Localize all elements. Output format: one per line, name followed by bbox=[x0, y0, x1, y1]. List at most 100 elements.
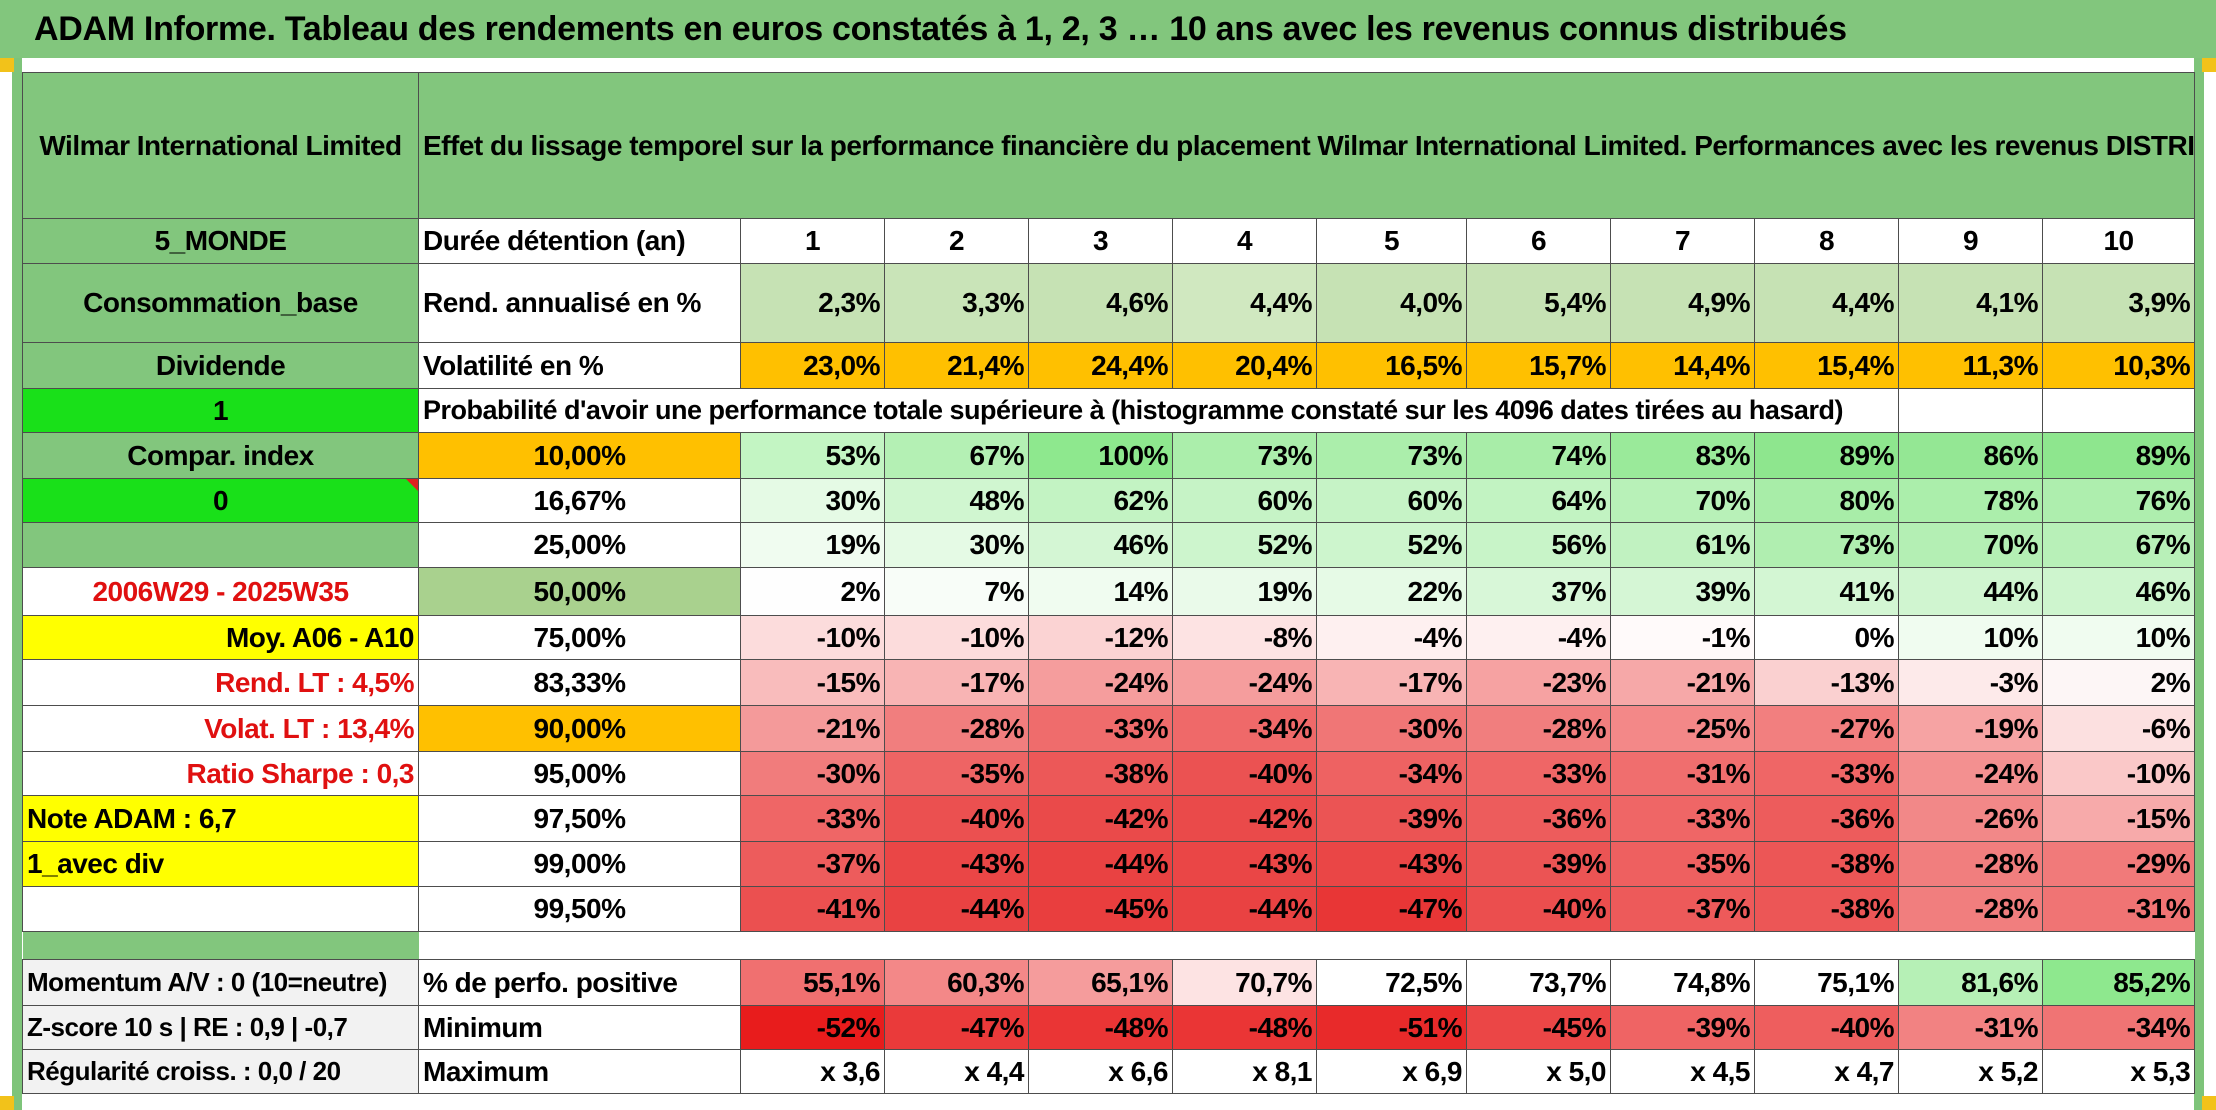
positive-share-cell: 81,6% bbox=[1898, 959, 2043, 1006]
maximum-cell: x 4,7 bbox=[1754, 1049, 1899, 1094]
row-label: Rend. annualisé en % bbox=[418, 263, 741, 343]
probability-cell: -4% bbox=[1316, 615, 1467, 660]
table-title: Effet du lissage temporel sur la perform… bbox=[417, 72, 2196, 219]
probability-cell: 30% bbox=[884, 522, 1029, 568]
probability-cell: -36% bbox=[1754, 795, 1899, 842]
annualized-return-cell: 4,9% bbox=[1610, 263, 1755, 343]
year-header: 8 bbox=[1754, 218, 1899, 264]
probability-cell: -17% bbox=[1316, 659, 1467, 706]
positive-share-cell: 60,3% bbox=[884, 959, 1029, 1006]
probability-cell: -40% bbox=[884, 795, 1029, 842]
maximum-cell: x 8,1 bbox=[1172, 1049, 1317, 1094]
spacer-cell bbox=[418, 931, 2195, 960]
probability-cell: 44% bbox=[1898, 567, 2043, 616]
summary-side-label: Momentum A/V : 0 (10=neutre) bbox=[22, 959, 419, 1006]
quantile-threshold: 50,00% bbox=[418, 567, 741, 616]
corner-marker bbox=[0, 58, 14, 72]
probability-cell: 2% bbox=[2041, 659, 2196, 706]
row-label: % de perfo. positive bbox=[418, 959, 741, 1006]
volatility-cell: 24,4% bbox=[1028, 342, 1173, 389]
probability-cell: -3% bbox=[1898, 659, 2043, 706]
probability-cell: 76% bbox=[2041, 478, 2196, 523]
empty-cell bbox=[1898, 388, 2043, 433]
quantile-side-label: Ratio Sharpe : 0,3 bbox=[22, 751, 419, 796]
probability-cell: 46% bbox=[2041, 567, 2196, 616]
maximum-cell: x 4,4 bbox=[884, 1049, 1029, 1094]
probability-cell: -36% bbox=[1466, 795, 1611, 842]
probability-cell: 74% bbox=[1466, 432, 1611, 479]
row-label: Maximum bbox=[418, 1049, 741, 1094]
probability-cell: -40% bbox=[1466, 886, 1611, 932]
probability-cell: -44% bbox=[1172, 886, 1317, 932]
year-header: 5 bbox=[1316, 218, 1467, 264]
annualized-return-cell: 4,6% bbox=[1028, 263, 1173, 343]
minimum-cell: -40% bbox=[1754, 1005, 1899, 1050]
probability-cell: -25% bbox=[1610, 705, 1755, 752]
probability-cell: 64% bbox=[1466, 478, 1611, 523]
volatility-cell: 14,4% bbox=[1610, 342, 1755, 389]
probability-cell: -28% bbox=[1466, 705, 1611, 752]
label-category: Consommation_base bbox=[22, 263, 419, 343]
probability-cell: -41% bbox=[740, 886, 885, 932]
volatility-cell: 23,0% bbox=[740, 342, 885, 389]
positive-share-cell: 72,5% bbox=[1316, 959, 1467, 1006]
report-banner: ADAM Informe. Tableau des rendements en … bbox=[0, 0, 2216, 58]
returns-table: Wilmar International Limited Effet du li… bbox=[22, 72, 2196, 1094]
quantile-threshold: 99,00% bbox=[418, 841, 741, 887]
probability-cell: -21% bbox=[1610, 659, 1755, 706]
annualized-return-cell: 4,4% bbox=[1172, 263, 1317, 343]
year-header: 6 bbox=[1466, 218, 1611, 264]
probability-cell: -44% bbox=[884, 886, 1029, 932]
quantile-side-label: 0 bbox=[22, 478, 419, 523]
positive-share-cell: 55,1% bbox=[740, 959, 885, 1006]
minimum-cell: -45% bbox=[1466, 1005, 1611, 1050]
volatility-cell: 21,4% bbox=[884, 342, 1029, 389]
year-header: 7 bbox=[1610, 218, 1755, 264]
row-label: Volatilité en % bbox=[418, 342, 741, 389]
probability-cell: -30% bbox=[1316, 705, 1467, 752]
probability-cell: -33% bbox=[1610, 795, 1755, 842]
minimum-cell: -51% bbox=[1316, 1005, 1467, 1050]
holding-period-row: 5_MONDE Durée détention (an) 1 2 3 4 5 6 7 8 9 10 bbox=[22, 218, 2196, 264]
probability-cell: -40% bbox=[1172, 751, 1317, 796]
probability-cell: -37% bbox=[740, 841, 885, 887]
quantile-threshold: 10,00% bbox=[418, 432, 741, 479]
maximum-cell: x 5,3 bbox=[2041, 1049, 2196, 1094]
volatility-cell: 20,4% bbox=[1172, 342, 1317, 389]
empty-cell bbox=[2041, 388, 2196, 433]
volatility-cell: 11,3% bbox=[1898, 342, 2043, 389]
probability-cell: 56% bbox=[1466, 522, 1611, 568]
quantile-row: Rend. LT : 4,5% 83,33% -15% -17% -24% -24% -17… bbox=[22, 659, 2196, 706]
annualized-return-cell: 4,0% bbox=[1316, 263, 1467, 343]
probability-cell: -27% bbox=[1754, 705, 1899, 752]
summary-side-label: Z-score 10 s | RE : 0,9 | -0,7 bbox=[22, 1005, 419, 1050]
probability-cell: -4% bbox=[1466, 615, 1611, 660]
probability-cell: 10% bbox=[1898, 615, 2043, 660]
probability-cell: 78% bbox=[1898, 478, 2043, 523]
quantile-row: Volat. LT : 13,4% 90,00% -21% -28% -33% -34% -… bbox=[22, 705, 2196, 752]
instrument-name: Wilmar International Limited bbox=[22, 72, 419, 219]
probability-cell: 60% bbox=[1316, 478, 1467, 523]
probability-cell: -43% bbox=[884, 841, 1029, 887]
minimum-cell: -48% bbox=[1172, 1005, 1317, 1050]
volatility-row: Dividende Volatilité en % 23,0% 21,4% 24,4% 2… bbox=[22, 342, 2196, 389]
maximum-cell: x 3,6 bbox=[740, 1049, 885, 1094]
summary-row: Z-score 10 s | RE : 0,9 | -0,7 Minimum -52… bbox=[22, 1005, 2196, 1050]
probability-cell: 67% bbox=[884, 432, 1029, 479]
positive-share-cell: 70,7% bbox=[1172, 959, 1317, 1006]
quantile-side-label: Rend. LT : 4,5% bbox=[22, 659, 419, 706]
maximum-cell: x 4,5 bbox=[1610, 1049, 1755, 1094]
probability-cell: -38% bbox=[1754, 841, 1899, 887]
probability-cell: -17% bbox=[884, 659, 1029, 706]
label-zone: 5_MONDE bbox=[22, 218, 419, 264]
summary-row: Momentum A/V : 0 (10=neutre)% de perfo. … bbox=[22, 959, 2196, 1006]
quantile-side-label: Volat. LT : 13,4% bbox=[22, 705, 419, 752]
probability-cell: 0% bbox=[1754, 615, 1899, 660]
probability-cell: -45% bbox=[1028, 886, 1173, 932]
minimum-cell: -52% bbox=[740, 1005, 885, 1050]
probability-cell: -8% bbox=[1172, 615, 1317, 660]
quantile-row: 99,50% -41% -44% -45% -44% -47% -40% -37% -38% -2… bbox=[22, 886, 2196, 932]
probability-cell: 73% bbox=[1172, 432, 1317, 479]
probability-cell: -44% bbox=[1028, 841, 1173, 887]
probability-cell: 73% bbox=[1754, 522, 1899, 568]
